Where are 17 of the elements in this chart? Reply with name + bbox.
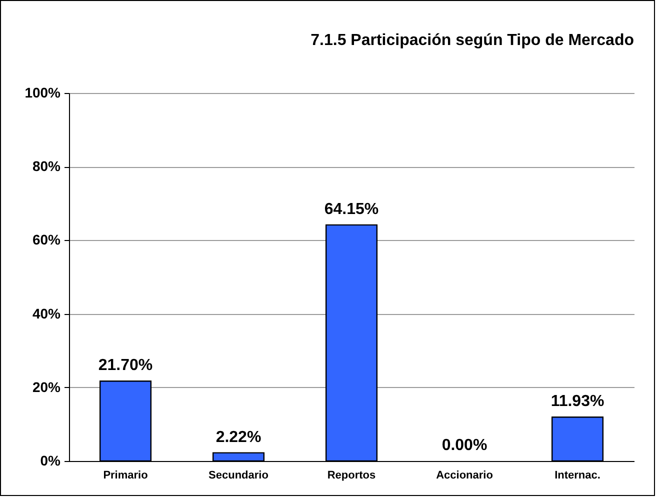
y-tick-label: 20%	[32, 378, 62, 395]
y-tick-label: 100%	[24, 84, 62, 100]
data-label: 11.93%	[550, 393, 604, 410]
x-tick-label: Accionario	[436, 470, 494, 482]
data-label: 0.00%	[442, 437, 488, 454]
data-label: 64.15%	[324, 200, 379, 218]
x-tick-label: Secundario	[208, 470, 269, 482]
x-tick-label: Primario	[103, 470, 148, 482]
data-label: 21.70%	[98, 357, 153, 374]
x-tick-label: Internac.	[554, 470, 600, 482]
data-label: 2.22%	[216, 428, 262, 446]
y-tick-label: 80%	[32, 158, 62, 174]
chart-title: 7.1.5 Participación según Tipo de Mercado	[310, 32, 634, 49]
y-tick-label: 60%	[32, 232, 62, 248]
y-tick-label: 0%	[40, 452, 62, 468]
y-tick-label: 40%	[32, 305, 62, 322]
x-tick-label: Reportos	[327, 470, 376, 482]
